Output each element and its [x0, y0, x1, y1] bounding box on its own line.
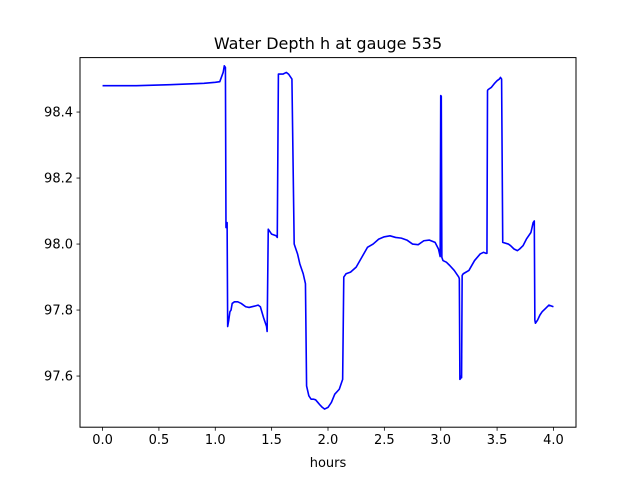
y-tick-label: 98.0	[44, 238, 73, 253]
series-layer	[102, 65, 554, 410]
y-tick-label: 98.4	[44, 106, 73, 121]
x-tick-label: 0.5	[149, 433, 170, 448]
x-tick-label: 3.0	[430, 433, 451, 448]
x-tick-label: 0.0	[92, 433, 113, 448]
y-axis-ticks: 97.6 97.8 98.0 98.2 98.4	[44, 106, 80, 385]
x-tick-label: 1.0	[205, 433, 226, 448]
x-axis-ticks: 0.0 0.5 1.0 1.5 2.0 2.5 3.0 3.5 4.0	[92, 427, 564, 448]
x-tick-label: 4.0	[543, 433, 564, 448]
plot-area	[79, 57, 577, 428]
x-axis-label: hours	[310, 456, 347, 471]
series-line-0	[102, 65, 554, 410]
x-tick-label: 2.5	[374, 433, 395, 448]
y-tick-label: 97.8	[44, 304, 73, 319]
x-tick-label: 3.5	[487, 433, 508, 448]
y-tick-label: 97.6	[44, 370, 73, 385]
y-tick-label: 98.2	[44, 172, 73, 187]
x-tick-label: 1.5	[261, 433, 282, 448]
x-tick-label: 2.0	[318, 433, 339, 448]
chart-title: Water Depth h at gauge 535	[214, 34, 442, 53]
